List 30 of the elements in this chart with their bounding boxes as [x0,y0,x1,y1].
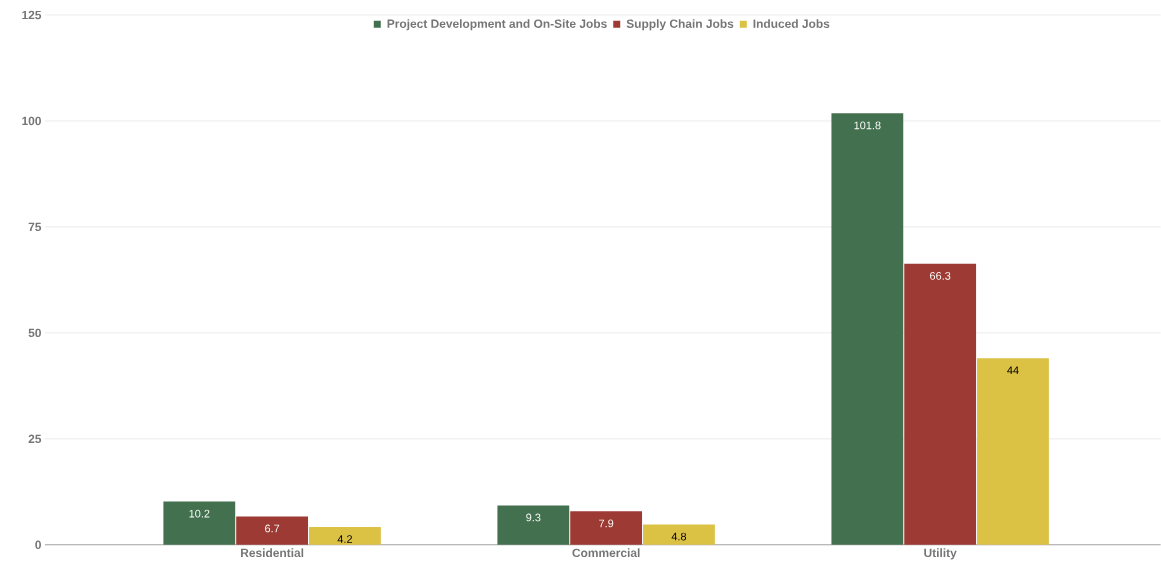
bar [570,511,643,545]
data-label: 4.8 [671,532,687,541]
legend-label: Induced Jobs [753,19,830,29]
bar [236,516,309,545]
data-label: 44 [1007,366,1019,375]
data-label: 6.7 [265,524,280,533]
bar [163,501,236,545]
legend-label: Supply Chain Jobs [626,19,734,31]
y-tick-label: 75 [28,222,42,232]
x-tick-label: Residential [241,548,304,558]
data-label: 66.3 [930,272,951,280]
bar [497,505,570,545]
bar [309,527,381,545]
legend-label: Project Development and On-Site Jobs [387,19,607,31]
bar [643,524,715,545]
x-tick-label: Commercial [572,548,640,558]
data-label: 9.3 [526,513,541,522]
data-label: 7.9 [599,519,614,528]
data-label: 101.8 [854,121,881,130]
data-label: 10.2 [189,509,210,518]
bar [904,263,977,545]
y-tick-label: 25 [28,434,42,444]
y-tick-label: 100 [22,116,41,126]
bar [831,113,904,545]
y-tick-label: 0 [35,540,41,550]
bar [977,358,1049,545]
y-tick-label: 50 [28,328,41,338]
y-tick-label: 125 [22,10,42,20]
data-label: 4.2 [337,535,352,543]
x-tick-label: Utility [924,548,957,560]
